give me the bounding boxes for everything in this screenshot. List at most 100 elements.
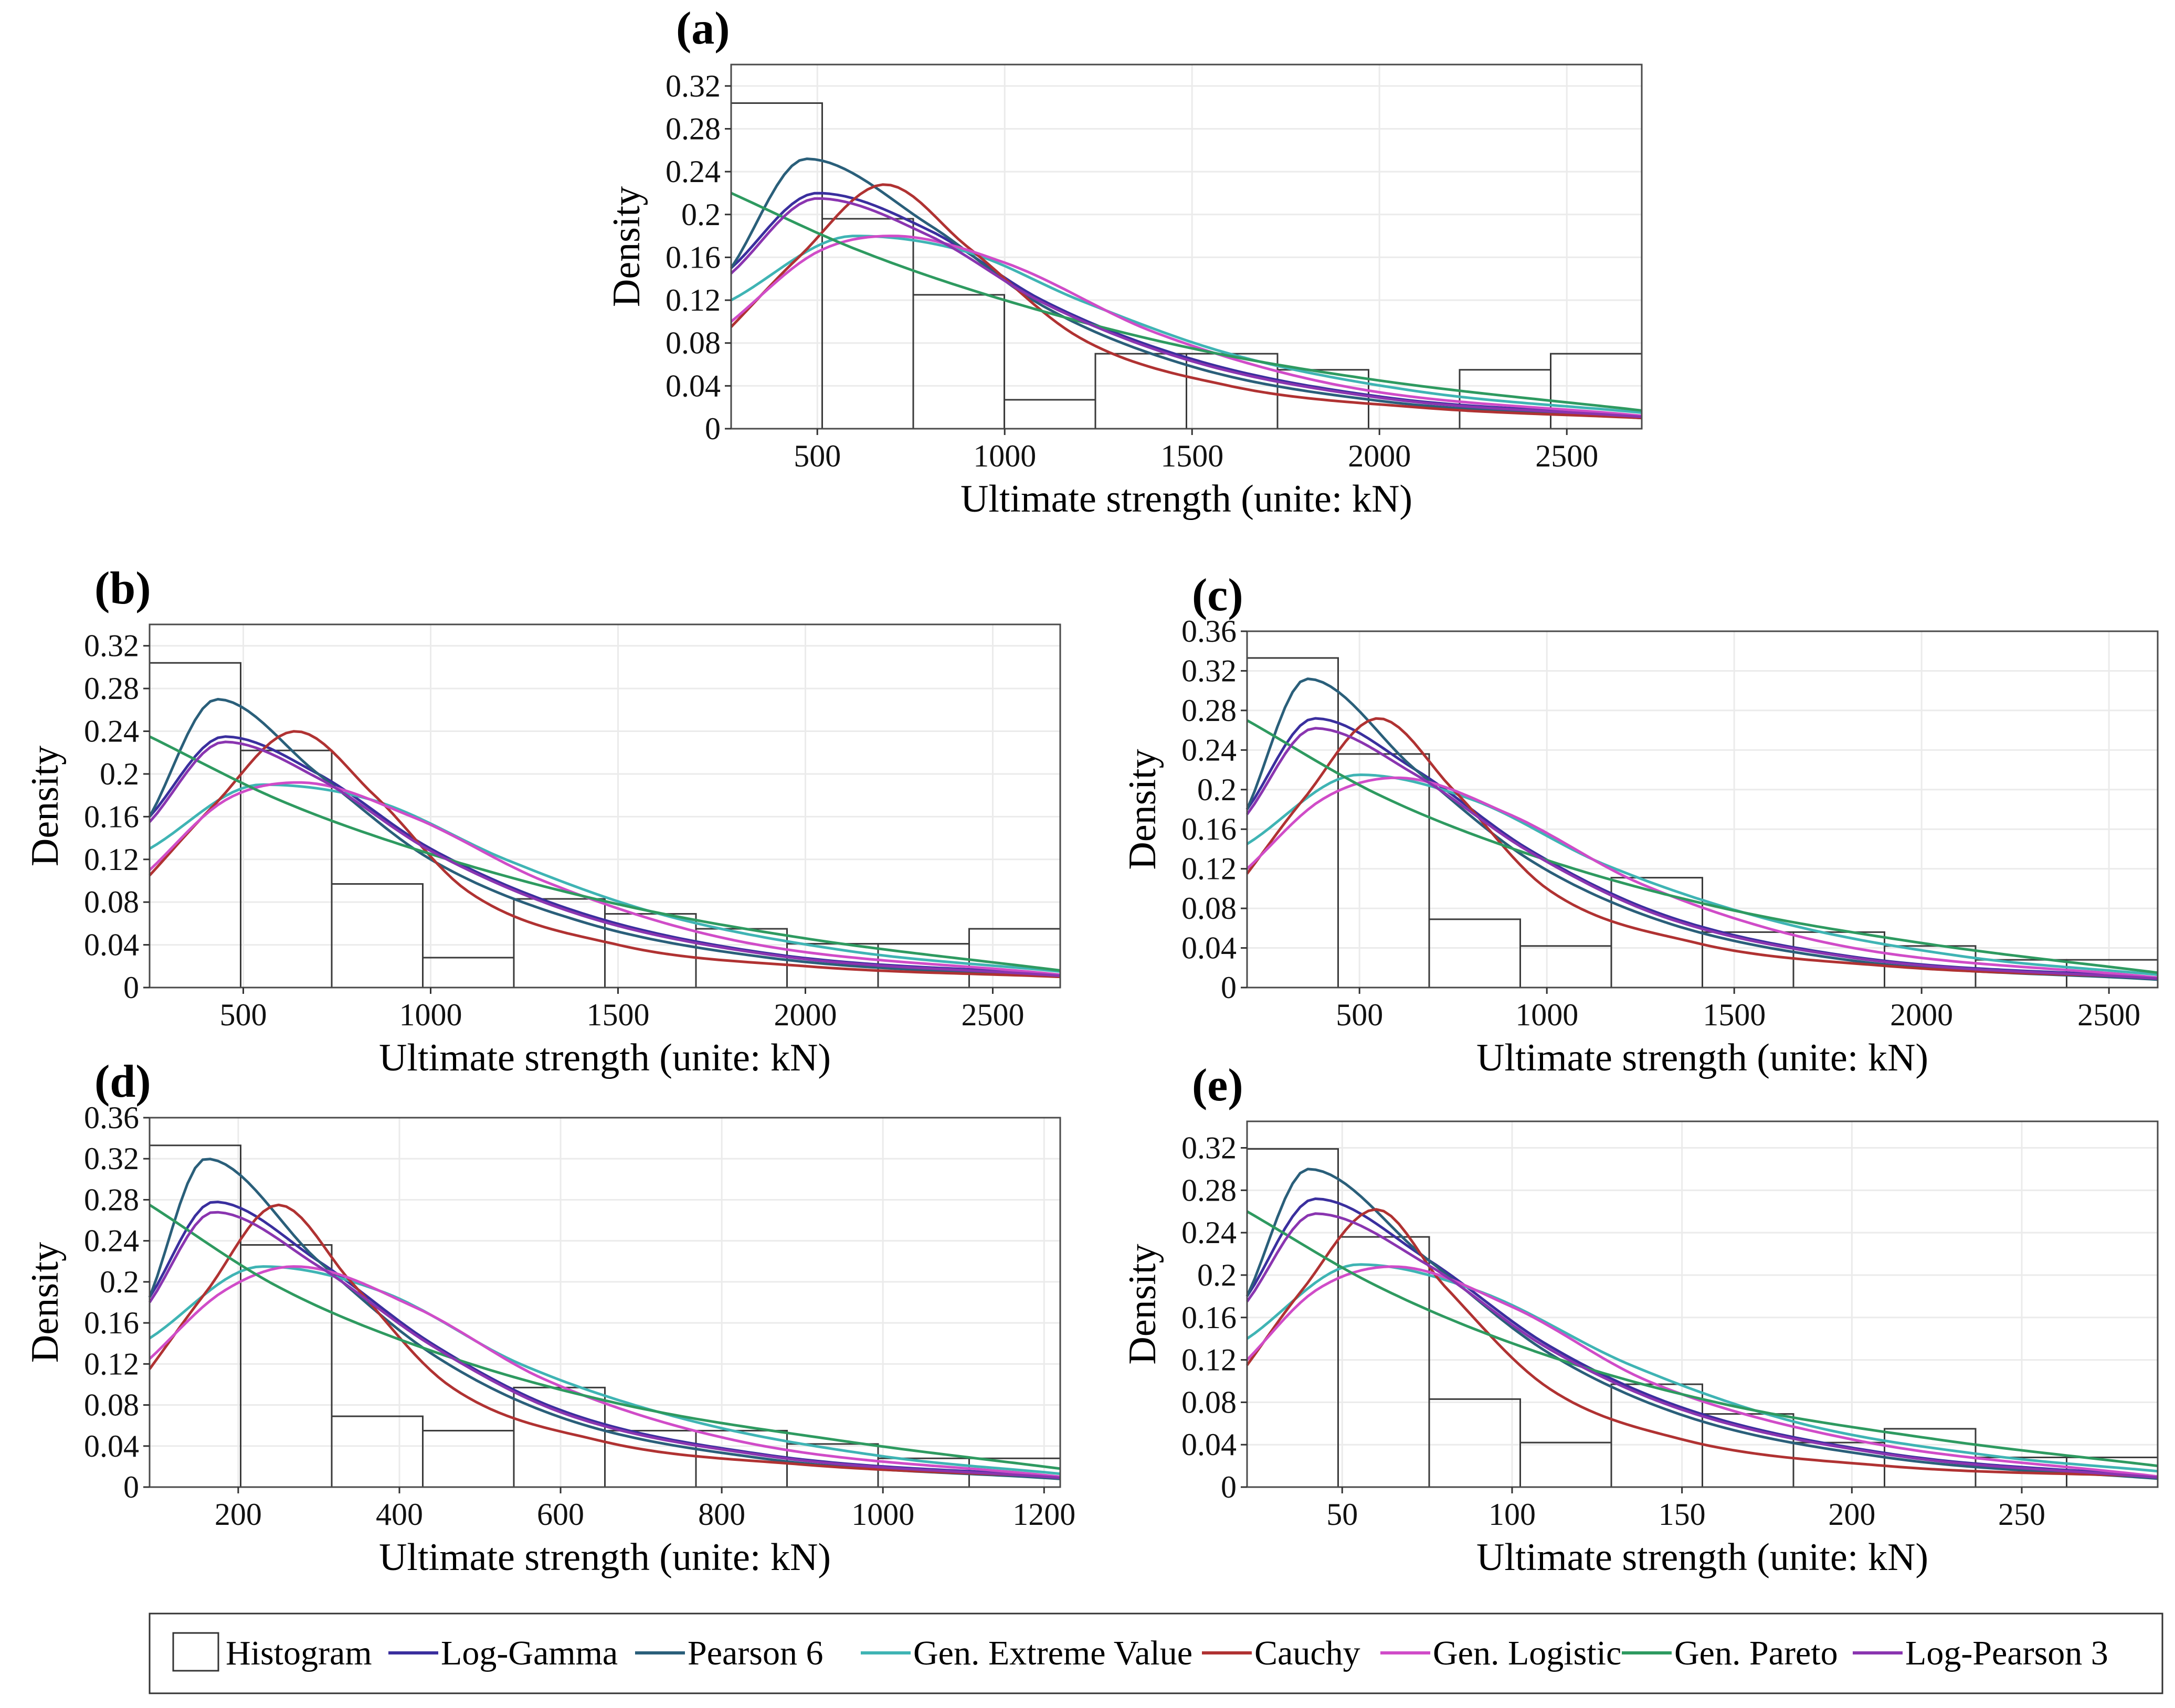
legend-label-pearson6: Pearson 6 xyxy=(688,1634,823,1672)
x-tick-label: 1500 xyxy=(1160,439,1223,473)
curve-cauchy xyxy=(1246,717,2158,979)
y-tick-label: 0.08 xyxy=(1181,891,1237,926)
y-tick-label: 0.16 xyxy=(84,1306,139,1340)
curve-gev xyxy=(149,1265,1061,1476)
y-tick-label: 0.32 xyxy=(666,69,721,103)
panel-label: (e) xyxy=(1192,1060,1243,1111)
panel-b: 0 0.04 0.08 0.12 0.16 0.2 0.24 0.28 0.32 500 1000 1… xyxy=(24,563,1061,1079)
curve-log-pearson3 xyxy=(148,1211,1061,1479)
legend-swatch-histogram xyxy=(172,1632,219,1672)
legend-label-histogram: Histogram xyxy=(226,1634,372,1672)
y-tick-label: 0 xyxy=(123,970,139,1005)
panel-label: (d) xyxy=(94,1056,151,1107)
panel-c: 0 0.04 0.08 0.12 0.16 0.2 0.24 0.28 0.32 0.36 500 1… xyxy=(1121,570,2159,1079)
x-tick-label: 200 xyxy=(215,1497,262,1532)
curve-gev xyxy=(1246,1263,2158,1473)
y-tick-label: 0 xyxy=(1221,1470,1237,1504)
curve-gev xyxy=(149,783,1061,973)
curve-log-pearson3 xyxy=(1245,1212,2158,1479)
legend-label-gen-pareto: Gen. Pareto xyxy=(1674,1634,1838,1672)
curve-cauchy xyxy=(149,730,1061,979)
curve-gen-logistic xyxy=(149,781,1061,977)
curve-gen-logistic xyxy=(149,1265,1061,1478)
y-tick-label: 0.24 xyxy=(1181,1215,1237,1250)
y-tick-label: 0.28 xyxy=(666,111,721,146)
panel-e: 0 0.04 0.08 0.12 0.16 0.2 0.24 0.28 0.32 50 100 150… xyxy=(1121,1060,2159,1579)
y-tick-label: 0.2 xyxy=(100,1265,139,1299)
y-axis-title: Density xyxy=(24,1242,67,1363)
y-tick-label: 0.04 xyxy=(84,1429,139,1463)
curve-log-pearson3 xyxy=(149,740,1061,978)
y-tick-label: 0.08 xyxy=(1181,1385,1237,1419)
x-tick-label: 1000 xyxy=(851,1497,914,1532)
x-tick-label: 1000 xyxy=(399,998,462,1032)
x-tick-label: 250 xyxy=(1998,1497,2045,1532)
curve-gen-logistic xyxy=(1246,1265,2158,1478)
panel-label: (b) xyxy=(94,563,151,614)
y-tick-label: 0.28 xyxy=(84,671,139,706)
curve-gen-pareto xyxy=(1246,719,2158,974)
y-tick-label: 0.28 xyxy=(84,1182,139,1217)
y-axis-title: Density xyxy=(1121,749,1164,869)
y-tick-label: 0.36 xyxy=(1181,614,1237,649)
legend-box xyxy=(149,1612,2163,1694)
y-tick-label: 0.24 xyxy=(84,1224,139,1258)
y-tick-label: 0.08 xyxy=(84,1388,139,1423)
x-tick-label: 500 xyxy=(794,439,841,473)
y-tick-label: 0.32 xyxy=(84,1141,139,1176)
curve-log-pearson3 xyxy=(730,197,1642,418)
y-tick-label: 0.2 xyxy=(100,757,139,791)
y-tick-label: 0 xyxy=(1221,970,1237,1005)
curve-cauchy xyxy=(148,1203,1061,1478)
y-tick-label: 0.2 xyxy=(1197,772,1237,807)
y-tick-label: 0.08 xyxy=(666,326,721,360)
x-axis-title: Ultimate strength (unite: kN) xyxy=(379,1536,831,1579)
x-axis-title: Ultimate strength (unite: kN) xyxy=(379,1036,831,1079)
y-tick-label: 0.04 xyxy=(666,368,721,403)
y-tick-label: 0.12 xyxy=(84,842,139,877)
y-tick-label: 0.24 xyxy=(1181,733,1237,767)
x-tick-label: 400 xyxy=(376,1497,423,1532)
y-axis-title: Density xyxy=(605,186,648,307)
x-tick-label: 2500 xyxy=(961,998,1024,1032)
y-tick-label: 0.24 xyxy=(84,714,139,749)
panel-label: (a) xyxy=(676,3,730,54)
plot-frame xyxy=(730,63,1643,430)
y-tick-label: 0.16 xyxy=(84,799,139,834)
panel-label: (c) xyxy=(1192,570,1243,621)
x-tick-label: 800 xyxy=(698,1497,745,1532)
legend-label-log-gamma: Log-Gamma xyxy=(441,1634,618,1672)
x-tick-label: 500 xyxy=(219,998,267,1032)
y-tick-label: 0.12 xyxy=(1181,852,1237,886)
y-tick-label: 0.24 xyxy=(666,154,721,189)
legend: Histogram Log-Gamma Pearson 6 Gen. Extreme … xyxy=(149,1612,2163,1694)
y-tick-label: 0.2 xyxy=(1197,1258,1237,1292)
curve-log-pearson3 xyxy=(1245,727,2158,980)
x-axis-title: Ultimate strength (unite: kN) xyxy=(1476,1536,1928,1579)
curve-gen-logistic xyxy=(1246,776,2158,979)
y-tick-label: 0.16 xyxy=(666,240,721,274)
y-tick-label: 0.16 xyxy=(1181,812,1237,846)
curve-pearson6 xyxy=(1245,1168,2158,1480)
x-tick-label: 150 xyxy=(1659,1497,1706,1532)
curve-gen-logistic xyxy=(730,235,1642,417)
x-tick-label: 1200 xyxy=(1012,1497,1075,1532)
legend-label-cauchy: Cauchy xyxy=(1254,1634,1360,1672)
x-tick-label: 2500 xyxy=(1535,439,1598,473)
curve-cauchy xyxy=(1245,1208,2158,1478)
y-tick-label: 0.32 xyxy=(84,629,139,663)
y-tick-label: 0 xyxy=(123,1470,139,1504)
x-tick-label: 50 xyxy=(1326,1497,1358,1532)
x-tick-label: 2000 xyxy=(774,998,837,1032)
y-tick-label: 0.32 xyxy=(1181,653,1237,688)
plot-frame xyxy=(1246,1120,2159,1488)
x-tick-label: 1000 xyxy=(1515,998,1578,1032)
x-axis-title: Ultimate strength (unite: kN) xyxy=(960,478,1412,521)
y-tick-label: 0.32 xyxy=(1181,1131,1237,1165)
y-tick-label: 0.28 xyxy=(1181,1173,1237,1207)
y-tick-label: 0.04 xyxy=(84,928,139,962)
curve-cauchy xyxy=(730,183,1642,420)
legend-label-log-pearson3: Log-Pearson 3 xyxy=(1905,1634,2108,1672)
y-axis-title: Density xyxy=(24,746,67,866)
